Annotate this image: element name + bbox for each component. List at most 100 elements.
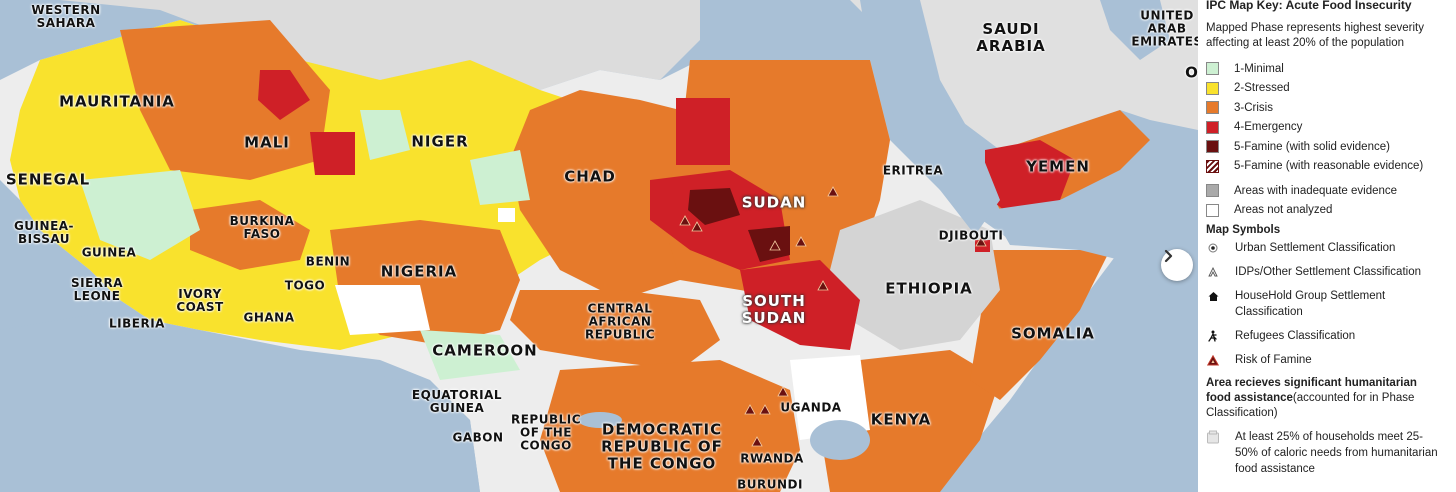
label-eritrea: ERITREA [882, 163, 944, 178]
label-burundi: BURUNDI [737, 477, 803, 492]
legend-symbol-risk: Risk of Famine [1206, 352, 1448, 368]
label-chad: CHAD [564, 167, 616, 186]
not-analyzed-swatch [1206, 203, 1219, 217]
yemen-emergency [985, 140, 1075, 215]
label-rwanda: RWANDA [740, 451, 804, 466]
phase-label: 5-Famine (with solid evidence) [1234, 140, 1390, 153]
label-senegal: SENEGAL [5, 170, 91, 189]
next-button[interactable] [1161, 249, 1193, 281]
ethiopia-gray [830, 200, 1000, 350]
symbol-label: Refugees Classification [1235, 330, 1356, 342]
phase-label: 5-Famine (with reasonable evidence) [1234, 160, 1424, 173]
label-ethiopia: ETHIOPIA [885, 279, 973, 298]
phase-1-swatch [1206, 62, 1219, 76]
idp-settlement-icon [1206, 264, 1220, 280]
legend-phase-4: 4-Emergency [1206, 118, 1448, 138]
phase-2-swatch [1206, 81, 1219, 95]
label-mali: MALI [244, 133, 290, 152]
map-legend: IPC Map Key: Acute Food Insecurity Mappe… [1198, 0, 1456, 492]
symbol-label: IDPs/Other Settlement Classification [1235, 266, 1421, 278]
mauritania-crisis [120, 20, 330, 180]
assistance-note: (accounted for in Phase Classification) [1206, 392, 1415, 419]
north-land [0, 0, 700, 90]
label-yemen: YEMEN [1026, 157, 1090, 176]
food-assistance-icon [1206, 429, 1220, 445]
atlantic-south [0, 310, 480, 492]
legend-subtitle: Mapped Phase represents highest severity… [1206, 22, 1424, 49]
mali-emergency-2 [310, 132, 355, 175]
label-togo: TOGO [284, 278, 326, 293]
inadequate-evidence-swatch [1206, 184, 1219, 198]
car-crisis [510, 290, 720, 370]
label-eq-guinea: EQUATORIAL GUINEA [411, 388, 503, 415]
mali-emergency [258, 70, 310, 120]
label-sudan: SUDAN [741, 193, 807, 212]
legend-assistance-item: At least 25% of households meet 25-50% o… [1206, 429, 1448, 477]
phase-label: 4-Emergency [1234, 121, 1303, 134]
legend-phase-3: 3-Crisis [1206, 98, 1448, 118]
legend-phase-2: 2-Stressed [1206, 79, 1448, 99]
chevron-right-icon [1164, 249, 1173, 263]
area-label: Areas with inadequate evidence [1234, 184, 1398, 197]
lake-tanganyika [578, 412, 622, 428]
white-uganda [790, 355, 870, 440]
legend-symbol-household: HouseHold Group Settlement Classificatio… [1206, 288, 1448, 320]
drc-crisis [540, 360, 800, 492]
phase-label: 2-Stressed [1234, 82, 1290, 95]
legend-symbol-idp: IDPs/Other Settlement Classification [1206, 264, 1448, 280]
label-oman-partial: O [1185, 63, 1198, 82]
kordofan-famine [748, 226, 790, 262]
assistance-title: Area recieves significant humanitarian f… [1206, 377, 1417, 404]
map-symbols-title: Map Symbols [1206, 224, 1281, 236]
minimal-chad [470, 150, 530, 205]
phase-5-solid-swatch [1206, 140, 1219, 154]
label-ivory-coast: IVORY COAST [176, 287, 224, 314]
label-south-sudan: SOUTH SUDAN [741, 292, 807, 327]
gulf-aden [990, 150, 1198, 330]
legend-symbol-refugees: Refugees Classification [1206, 328, 1448, 344]
legend-not-analyzed: Areas not analyzed [1206, 201, 1448, 221]
phase-label: 1-Minimal [1234, 62, 1284, 75]
label-burkina-faso: BURKINA FASO [229, 214, 295, 241]
west-crisis [190, 200, 310, 270]
phase-3-swatch [1206, 101, 1219, 115]
label-guinea: GUINEA [81, 245, 137, 260]
map-canvas [0, 0, 1198, 492]
minimal-coast [420, 330, 520, 380]
white-nigeria [335, 285, 430, 335]
label-somalia: SOMALIA [1011, 324, 1095, 343]
label-liberia: LIBERIA [109, 316, 165, 331]
minimal-west [80, 170, 200, 260]
lake-victoria [810, 420, 870, 460]
assistance-heading: Area recieves significant humanitarian f… [1206, 376, 1442, 421]
area-label: Areas not analyzed [1234, 204, 1333, 217]
label-rep-congo: REPUBLIC OF THE CONGO [510, 412, 582, 453]
phase-5-hatched-swatch [1206, 159, 1219, 173]
persian-gulf [1100, 0, 1170, 60]
legend-inadequate-evidence: Areas with inadequate evidence [1206, 181, 1448, 201]
symbol-label: HouseHold Group Settlement Classificatio… [1235, 290, 1386, 318]
label-western-sahara: WESTERN SAHARA [31, 3, 101, 30]
minimal-niger [360, 110, 410, 160]
label-saudi-arabia: SAUDI ARABIA [976, 20, 1046, 55]
phase-4-swatch [1206, 120, 1219, 134]
symbol-label: Risk of Famine [1235, 354, 1312, 366]
label-sierra-leone: SIERRA LEONE [70, 276, 124, 303]
legend-phase-5-solid: 5-Famine (with solid evidence) [1206, 137, 1448, 157]
somalia-crisis [970, 250, 1110, 400]
food-insecurity-map[interactable]: WESTERN SAHARA MAURITANIA MALI NIGER CHA… [0, 0, 1198, 492]
south-sudan-emergency [740, 260, 860, 350]
symbol-label: Urban Settlement Classification [1235, 242, 1396, 254]
label-cameroon: CAMEROON [432, 341, 538, 360]
label-uae: UNITED ARAB EMIRATES [1131, 8, 1198, 49]
label-mauritania: MAURITANIA [59, 92, 175, 111]
arabia-land [850, 0, 1198, 150]
sudan-north-emergency [676, 98, 730, 165]
legend-title: IPC Map Key: Acute Food Insecurity [1206, 0, 1412, 12]
label-guinea-bissau: GUINEA- BISSAU [13, 219, 75, 246]
phase-label: 3-Crisis [1234, 101, 1273, 114]
risk-of-famine-icon [1206, 352, 1220, 368]
risk-of-famine-markers [679, 186, 987, 447]
legend-phase-5-reasonable: 5-Famine (with reasonable evidence) [1206, 157, 1448, 177]
label-niger: NIGER [411, 132, 469, 151]
